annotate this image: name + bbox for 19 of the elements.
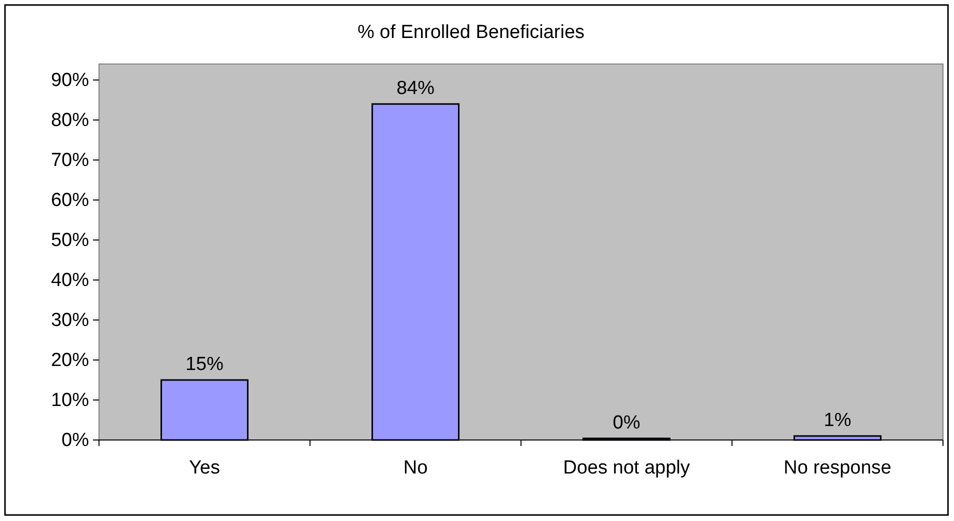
x-tick-label: No xyxy=(403,457,428,478)
y-tick-label: 50% xyxy=(50,230,90,252)
y-tick-label: 0% xyxy=(62,430,90,452)
data-label: 15% xyxy=(185,354,224,375)
x-tick-label: Does not apply xyxy=(563,457,690,478)
y-tick-label: 30% xyxy=(50,310,90,332)
data-label: 1% xyxy=(824,410,852,431)
y-tick-label: 40% xyxy=(50,270,90,292)
y-tick-label: 10% xyxy=(50,390,90,412)
y-tick-label: 70% xyxy=(50,150,90,172)
y-tick-label: 20% xyxy=(50,350,90,372)
data-label: 84% xyxy=(396,78,435,99)
x-tick-label: No response xyxy=(784,457,892,478)
x-tick-label: Yes xyxy=(189,457,220,478)
y-tick-label: 90% xyxy=(50,70,90,92)
y-tick-label: 60% xyxy=(50,190,90,212)
chart-title: % of Enrolled Beneficiaries xyxy=(357,22,585,43)
data-label: 0% xyxy=(612,412,640,434)
y-tick-label: 80% xyxy=(50,110,90,132)
